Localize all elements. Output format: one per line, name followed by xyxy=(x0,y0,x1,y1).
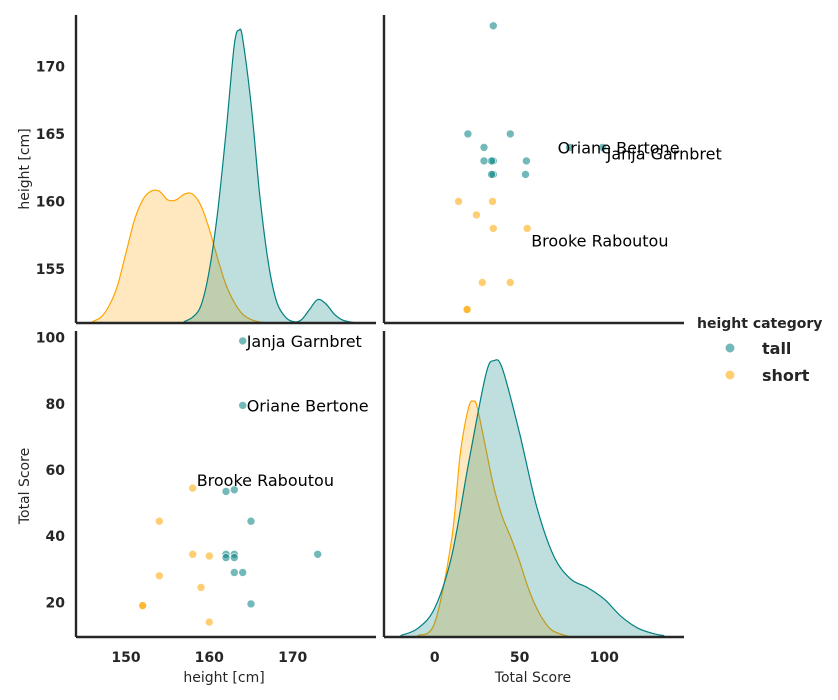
annotation-tr-0: Janja Garnbret xyxy=(606,144,722,163)
scatter-point-bl-11 xyxy=(238,568,247,577)
annotation-tr-1: Oriane Bertone xyxy=(558,138,680,157)
kde-fill-height-tall xyxy=(184,29,360,323)
scatter-point-tr-2 xyxy=(505,129,515,139)
axes-spines xyxy=(74,15,684,639)
scatter-point-bl-14 xyxy=(155,516,164,526)
scatter-point-bl-16 xyxy=(205,551,214,561)
scatter-point-tr-18 xyxy=(472,210,481,220)
ytick-score-60: 60 xyxy=(46,463,66,479)
scatter-point-bl-5 xyxy=(313,549,323,559)
legend-label-short: short xyxy=(762,366,810,385)
ytick-score-100: 100 xyxy=(36,331,65,347)
scatter-point-tr-15 xyxy=(488,224,498,233)
ytick-height-165: 165 xyxy=(36,127,65,143)
annotation-bl-13: Brooke Raboutou xyxy=(197,471,334,490)
kde-curves xyxy=(92,28,665,638)
legend: height category tall short xyxy=(697,316,822,385)
xtick-height-160: 160 xyxy=(195,650,224,666)
tick-labels: 155 160 165 170 20 40 60 80 100 150 160 170 0 50 100 xyxy=(36,59,619,666)
scatter-point-tr-7 xyxy=(487,156,496,166)
ytick-score-20: 20 xyxy=(46,595,66,611)
xtick-score-100: 100 xyxy=(590,650,619,666)
x-axis-label-score: Total Score xyxy=(494,670,571,686)
annotation-bl-0: Janja Garnbret xyxy=(246,332,362,351)
kde-fill-score-short xyxy=(417,400,571,637)
scatter-point-tr-17 xyxy=(477,278,487,287)
scatter-point-tr-11 xyxy=(479,143,489,152)
scatter-point-bl-12 xyxy=(246,599,256,609)
scatter-point-tr-0 xyxy=(598,143,607,152)
kde-line-height-tall xyxy=(183,28,360,324)
annotation-bl-1: Oriane Bertone xyxy=(247,396,369,415)
scatter-point-bl-7 xyxy=(230,553,239,562)
scatter-point-bl-1 xyxy=(238,401,247,410)
scatter-point-bl-9 xyxy=(221,553,231,562)
scatter-point-bl-2 xyxy=(246,516,256,526)
scatter-points xyxy=(138,21,607,627)
scatter-point-tr-16 xyxy=(488,197,497,206)
legend-label-tall: tall xyxy=(762,339,791,358)
scatter-point-tr-21 xyxy=(454,197,463,206)
scatter-point-tr-14 xyxy=(505,278,515,287)
xtick-height-150: 150 xyxy=(111,650,140,666)
scatter-point-bl-21 xyxy=(205,617,214,627)
scatter-point-bl-0 xyxy=(238,336,247,346)
kde-line-score-tall xyxy=(400,359,665,637)
scatter-point-tr-13 xyxy=(522,224,532,233)
scatter-point-tr-4 xyxy=(521,170,530,179)
scatter-point-tr-3 xyxy=(522,156,531,166)
scatter-point-bl-10 xyxy=(230,568,239,577)
scatter-point-tr-12 xyxy=(463,129,473,139)
scatter-point-bl-20 xyxy=(138,601,147,610)
y-axis-label-height: height [cm] xyxy=(17,128,33,209)
y-axis-label-score: Total Score xyxy=(17,448,33,525)
scatter-point-tr-9 xyxy=(487,170,496,179)
kde-fill-height-short xyxy=(92,190,268,323)
legend-marker-tall xyxy=(725,343,735,353)
x-axis-label-height: height [cm] xyxy=(183,670,264,686)
legend-marker-short xyxy=(725,370,735,380)
kde-line-height-short xyxy=(92,189,268,324)
scatter-point-bl-13 xyxy=(188,483,197,493)
ytick-score-40: 40 xyxy=(46,529,66,545)
annotation-tr-13: Brooke Raboutou xyxy=(531,231,668,250)
legend-title: height category xyxy=(697,316,822,332)
xtick-score-50: 50 xyxy=(510,650,530,666)
kde-line-score-short xyxy=(417,400,571,638)
scatter-point-tr-10 xyxy=(479,156,489,166)
xtick-height-170: 170 xyxy=(278,650,307,666)
ytick-height-160: 160 xyxy=(36,194,65,210)
ytick-score-80: 80 xyxy=(46,397,66,413)
ytick-height-155: 155 xyxy=(36,262,65,278)
scatter-point-tr-5 xyxy=(488,21,498,31)
kde-fill-score-tall xyxy=(400,359,664,637)
scatter-point-bl-15 xyxy=(188,549,197,559)
scatter-point-bl-18 xyxy=(196,583,206,592)
scatter-point-tr-1 xyxy=(565,143,574,152)
xtick-score-0: 0 xyxy=(430,650,440,666)
ytick-height-170: 170 xyxy=(36,59,65,75)
scatter-point-bl-17 xyxy=(155,571,164,581)
scatter-point-bl-3 xyxy=(230,485,239,495)
scatter-point-tr-20 xyxy=(462,305,472,314)
scatter-point-bl-4 xyxy=(221,487,231,496)
